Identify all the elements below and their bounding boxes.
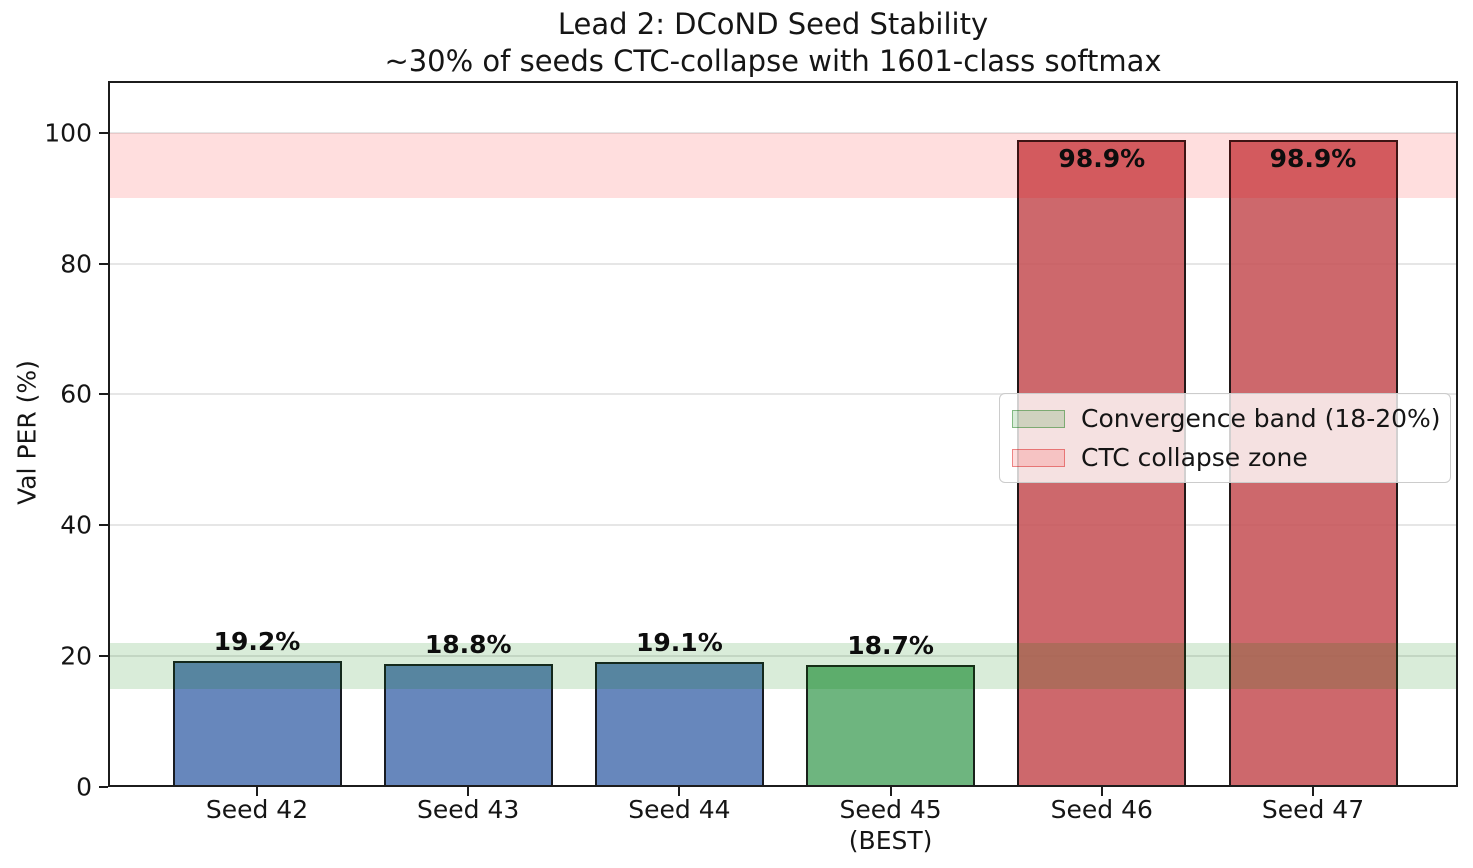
gridline-y-100 [108,131,1458,134]
x-tick-label: Seed 46 [992,794,1212,825]
bar-value-label: 19.2% [213,627,301,657]
x-tick-label: Seed 43 [358,794,578,825]
chart-title-block: Lead 2: DCoND Seed Stability ~30% of see… [88,6,1458,80]
bar-value-label: 18.8% [424,630,512,659]
x-tick-label: Seed 45 (BEST) [781,794,1001,856]
plot-area: Convergence band (18-20%) CTC collapse z… [44,81,1458,855]
bar-value-label: 98.9% [1269,143,1357,173]
legend: Convergence band (18-20%) CTC collapse z… [999,393,1451,483]
x-tick-label-line: Seed 47 [1261,795,1365,824]
bar-seed-45 [806,664,976,787]
bar-value-label: 18.7% [847,630,934,660]
x-tick-label-line: Seed 45 [839,795,942,824]
chart-subtitle: ~30% of seeds CTC-collapse with 1601-cla… [384,44,1162,78]
gridline-y-80 [108,262,1458,265]
y-tick-label: 60 [60,379,92,409]
y-tick-label: 80 [60,249,92,279]
ctc-collapse-band [108,132,1458,199]
gridline-y-60 [108,393,1458,396]
gridline-y-20 [108,655,1458,658]
y-tick-label: 20 [60,641,92,671]
bar-value-label: 19.1% [636,628,723,658]
gridline-y-40 [108,524,1458,527]
bar-value-label: 98.9% [1058,143,1146,173]
y-tick-mark [99,131,108,134]
x-tick-label: Seed 47 [1203,794,1423,825]
x-tick-label: Seed 42 [147,794,367,825]
x-tick-mark [889,787,892,796]
convergence-band [108,643,1458,689]
x-tick-label-line: Seed 42 [205,795,309,824]
y-tick-mark [99,524,108,527]
bar-seed-43 [383,664,553,787]
legend-label-convergence-band: Convergence band (18-20%) [1081,404,1441,433]
x-tick-mark [1312,787,1314,796]
x-tick-label-line: (BEST) [848,826,933,855]
legend-item-collapse-zone: CTC collapse zone [1012,443,1436,472]
legend-item-convergence-band: Convergence band (18-20%) [1012,404,1441,433]
y-tick-mark [99,655,108,658]
y-tick-label: 40 [60,510,92,540]
x-tick-mark [678,787,681,796]
collapse-zone-swatch-icon [1012,448,1065,467]
legend-label-collapse-zone: CTC collapse zone [1081,443,1308,472]
x-tick-label-line: Seed 46 [1050,795,1153,824]
x-tick-mark [1100,787,1103,796]
y-tick-mark [99,262,108,265]
x-tick-mark [467,787,470,796]
convergence-band-swatch-icon [1012,409,1065,428]
y-tick-mark [99,786,108,788]
y-tick-label: 100 [44,118,92,148]
x-tick-label: Seed 44 [569,794,789,825]
x-tick-label-line: Seed 44 [628,795,731,824]
x-tick-label-line: Seed 43 [417,795,520,824]
chart-title: Lead 2: DCoND Seed Stability [557,7,989,41]
y-tick-label: 0 [76,772,92,802]
y-tick-mark [99,393,108,396]
x-tick-mark [256,787,258,796]
